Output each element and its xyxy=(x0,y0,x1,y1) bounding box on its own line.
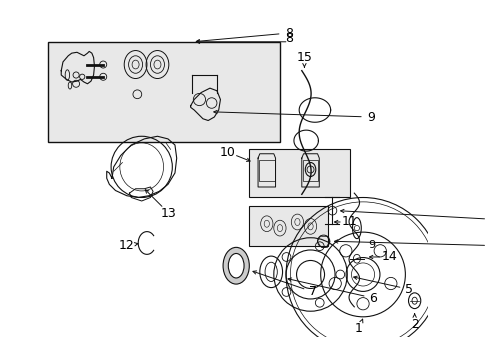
Text: 14: 14 xyxy=(381,251,396,264)
Text: 1: 1 xyxy=(354,322,362,335)
FancyBboxPatch shape xyxy=(48,42,279,143)
Text: 7: 7 xyxy=(308,285,317,298)
Text: 15: 15 xyxy=(296,51,312,64)
Text: 9: 9 xyxy=(367,240,375,250)
Text: 12: 12 xyxy=(119,239,134,252)
Text: 9: 9 xyxy=(366,111,374,123)
FancyBboxPatch shape xyxy=(249,206,327,246)
Text: 8: 8 xyxy=(284,27,292,40)
Text: 2: 2 xyxy=(410,318,418,331)
Ellipse shape xyxy=(223,247,249,284)
Text: 6: 6 xyxy=(369,292,377,305)
Text: 10: 10 xyxy=(219,145,235,158)
Text: 13: 13 xyxy=(161,207,176,220)
Text: 8: 8 xyxy=(284,32,292,45)
FancyBboxPatch shape xyxy=(249,149,349,198)
Ellipse shape xyxy=(228,253,244,278)
Text: 11: 11 xyxy=(341,216,357,229)
Text: 5: 5 xyxy=(405,283,412,296)
